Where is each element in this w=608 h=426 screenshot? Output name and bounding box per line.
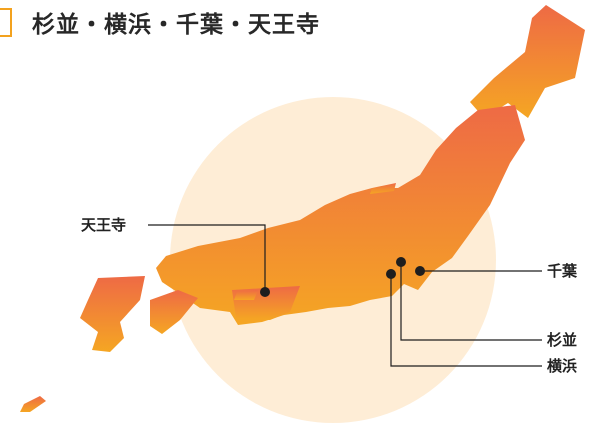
yokohama-marker bbox=[386, 269, 396, 279]
sado-island bbox=[370, 183, 396, 194]
title-bar: 杉並・横浜・千葉・天王寺 bbox=[0, 6, 320, 38]
kyushu-south bbox=[150, 290, 198, 334]
kyushu bbox=[80, 276, 145, 352]
ryukyu-island bbox=[20, 396, 46, 412]
suginami-marker bbox=[396, 257, 406, 267]
tennoji-label: 天王寺 bbox=[81, 216, 127, 234]
suginami-label: 杉並 bbox=[547, 331, 578, 349]
suginami-leader-line bbox=[400, 262, 542, 341]
title-accent-marker bbox=[0, 7, 12, 37]
location-markers bbox=[260, 257, 425, 297]
hokkaido bbox=[470, 5, 585, 118]
tennoji-leader-line bbox=[148, 224, 266, 292]
yokohama-leader-line bbox=[390, 274, 542, 367]
awaji-island bbox=[234, 290, 258, 300]
yokohama-label: 横浜 bbox=[547, 357, 578, 375]
honshu bbox=[156, 105, 525, 325]
tennoji-marker bbox=[260, 287, 270, 297]
leader-lines bbox=[148, 224, 542, 367]
chiba-marker bbox=[415, 266, 425, 276]
page-title: 杉並・横浜・千葉・天王寺 bbox=[32, 12, 320, 38]
chiba-label: 千葉 bbox=[547, 262, 578, 280]
japan-landmass bbox=[20, 5, 585, 412]
